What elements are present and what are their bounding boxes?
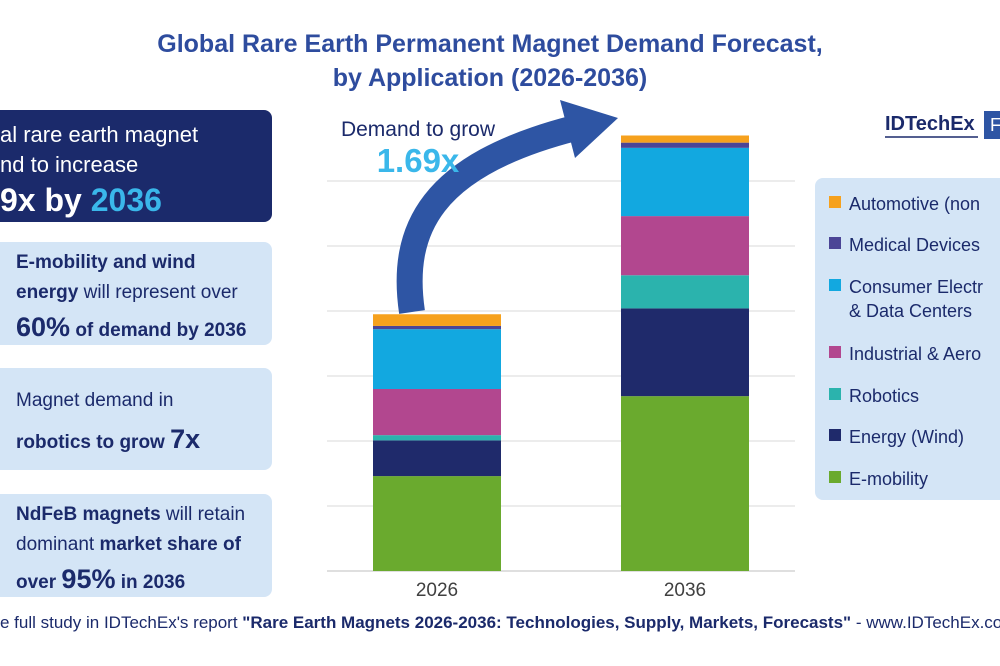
footer-run: e full study in IDTechEx's report <box>0 613 243 632</box>
legend-item: Robotics <box>829 384 1000 434</box>
footer: e full study in IDTechEx's report "Rare … <box>0 613 1000 633</box>
text-run: 9x by <box>0 182 91 218</box>
bar-segment <box>373 325 501 330</box>
bars: 2026 2036 <box>373 135 749 601</box>
legend-label: E-mobility <box>849 469 929 489</box>
info-panel: Magnet demand in robotics to grow 7x <box>0 368 272 470</box>
text-run: robotics to grow <box>16 432 171 453</box>
text-line: nd to increase <box>0 152 138 178</box>
bar-segment <box>373 329 501 389</box>
legend-swatch <box>829 196 841 208</box>
bar-segment <box>621 396 749 571</box>
bar-segment <box>621 142 749 148</box>
text-run: nd to increase <box>0 152 139 177</box>
text-line: E-mobility and wind <box>16 252 195 274</box>
legend-label: Consumer Electr & Data Centers <box>849 277 984 321</box>
bar-segment <box>621 275 749 309</box>
legend-label: Medical Devices <box>849 235 981 255</box>
info-panel: NdFeB magnets will retain dominant market… <box>0 494 272 597</box>
legend-item: Automotive (non <box>829 192 1000 242</box>
legend-swatch <box>829 429 841 441</box>
legend: Automotive (non Medical Devices Consumer E… <box>815 178 1000 500</box>
x-tick-label: 2036 <box>664 580 706 601</box>
text-line: Magnet demand in <box>16 390 173 412</box>
logo-box <box>984 111 1000 139</box>
text-run: NdFeB magnets <box>16 504 161 525</box>
legend-swatch <box>829 388 841 400</box>
legend-label: Robotics <box>849 386 920 406</box>
text-line: over 95% in 2036 <box>16 564 185 595</box>
text-run: market share of <box>99 534 241 555</box>
text-run: al rare earth magnet <box>0 122 199 147</box>
legend-item: E-mobility <box>829 467 1000 517</box>
annotation-value: 1.69x <box>377 142 460 179</box>
bar-segment <box>621 147 749 217</box>
legend-item: Medical Devices <box>829 233 1000 283</box>
headline-box: al rare earth magnet nd to increase 9x by … <box>0 110 272 222</box>
arrow-head <box>560 100 618 158</box>
annotation: Demand to grow <box>341 118 496 141</box>
logo-letter: F <box>990 115 1000 135</box>
chart-title: by Application (2026-2036) <box>332 64 648 92</box>
footer-run: "Rare Earth Magnets 2026-2036: Technolog… <box>242 613 852 632</box>
text-line: robotics to grow 7x <box>16 424 200 455</box>
legend-label: Automotive (non <box>849 194 981 214</box>
footer-run: - www.IDTechEx.com <box>851 613 1000 632</box>
legend-swatch <box>829 346 841 358</box>
text-line: 9x by 2036 <box>0 182 162 219</box>
text-run: 2036 <box>90 182 162 218</box>
text-run: over <box>16 572 62 593</box>
text-line: energy will represent over <box>16 282 238 304</box>
text-line: 60% of demand by 2036 <box>16 312 246 343</box>
text-line: al rare earth magnet <box>0 122 198 148</box>
legend-item: Energy (Wind) <box>829 425 1000 475</box>
text-run: 60% <box>16 312 71 342</box>
logo-text: IDTechEx <box>885 113 975 135</box>
info-panel: E-mobility and wind energy will represent… <box>0 242 272 345</box>
bar-segment <box>621 216 749 276</box>
legend-swatch <box>829 279 841 291</box>
text-run: of demand by 2036 <box>70 320 247 341</box>
legend-item: Industrial & Aero <box>829 342 1000 392</box>
legend-label: Industrial & Aero <box>849 344 982 364</box>
bar-segment <box>621 308 749 397</box>
legend-label: Energy (Wind) <box>849 427 965 447</box>
text-run: Magnet demand in <box>16 390 174 411</box>
text-run: E-mobility and wind <box>16 252 196 273</box>
text-line: dominant market share of <box>16 534 241 556</box>
legend-item: Consumer Electr & Data Centers <box>829 275 1000 325</box>
bar-segment <box>373 476 501 571</box>
x-tick-label: 2026 <box>416 580 458 601</box>
bar-segment <box>373 314 501 326</box>
legend-swatch <box>829 237 841 249</box>
chart-title: Global Rare Earth Permanent Magnet Deman… <box>157 30 823 58</box>
growth-arrow <box>396 115 579 314</box>
bar-segment <box>373 389 501 436</box>
text-run: in 2036 <box>115 572 186 593</box>
text-run: dominant <box>16 534 100 555</box>
bar-segment <box>373 435 501 441</box>
text-run: 95% <box>61 564 116 594</box>
text-line: NdFeB magnets will retain <box>16 504 245 526</box>
legend-swatch <box>829 471 841 483</box>
bar-segment <box>373 440 501 477</box>
text-run: will retain <box>160 504 246 525</box>
text-run: energy <box>16 282 79 303</box>
bar-segment <box>621 135 749 143</box>
text-run: will represent over <box>78 282 238 303</box>
text-run: 7x <box>170 424 201 454</box>
